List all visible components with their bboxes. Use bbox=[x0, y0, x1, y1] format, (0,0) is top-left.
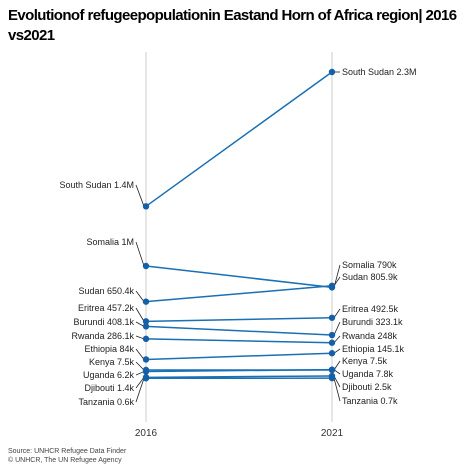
marker-2016-sudan bbox=[142, 298, 150, 305]
connector-2021-tanzania bbox=[333, 378, 341, 402]
label-2021-burundi: Burundi 323.1k bbox=[342, 317, 403, 327]
connector-2021-burundi bbox=[333, 321, 341, 336]
connector-2021-eritrea bbox=[333, 308, 341, 318]
connector-2016-south-sudan bbox=[135, 184, 145, 207]
label-2016-ethiopia: Ethiopia 84k bbox=[84, 344, 134, 354]
series-labels: South Sudan 1.4M South Sudan 2.3M Somalia … bbox=[59, 67, 416, 407]
label-connectors bbox=[135, 71, 341, 403]
footer: Source: UNHCR Refugee Data Finder © UNHC… bbox=[8, 447, 126, 465]
connector-2016-ethiopia bbox=[135, 348, 145, 360]
marker-2016-tanzania bbox=[142, 375, 150, 382]
marker-2021-south-sudan bbox=[328, 68, 336, 76]
connector-2016-burundi bbox=[135, 321, 145, 327]
marker-2016-ethiopia bbox=[142, 356, 150, 363]
label-2021-djibouti: Djibouti 2.5k bbox=[342, 382, 392, 392]
copyright-note: © UNHCR, The UN Refugee Agency bbox=[8, 457, 122, 464]
label-2021-eritrea: Eritrea 492.5k bbox=[342, 304, 399, 314]
label-2021-somalia: Somalia 790k bbox=[342, 260, 397, 270]
series-line-ethiopia bbox=[145, 352, 333, 361]
label-2016-tanzania: Tanzania 0.6k bbox=[78, 397, 134, 407]
connector-2021-kenya bbox=[333, 360, 341, 371]
label-2016-rwanda: Rwanda 286.1k bbox=[71, 331, 134, 341]
connector-2021-rwanda bbox=[333, 335, 341, 343]
label-2016-somalia: Somalia 1M bbox=[86, 237, 134, 247]
connector-2016-tanzania bbox=[135, 378, 145, 403]
marker-2021-uganda bbox=[328, 366, 336, 373]
marker-2016-rwanda bbox=[142, 335, 150, 343]
marker-2016-south-sudan bbox=[142, 203, 150, 210]
label-2021-rwanda: Rwanda 248k bbox=[342, 331, 398, 341]
connector-2016-rwanda bbox=[135, 335, 145, 340]
label-2016-kenya: Kenya 7.5k bbox=[89, 357, 135, 367]
connector-2016-eritrea bbox=[135, 307, 145, 322]
marker-2021-eritrea bbox=[328, 314, 336, 321]
label-2016-uganda: Uganda 6.2k bbox=[83, 370, 135, 380]
series-line-rwanda bbox=[145, 338, 333, 344]
label-2021-south-sudan: South Sudan 2.3M bbox=[342, 67, 417, 77]
marker-2021-rwanda bbox=[328, 339, 336, 346]
connector-2016-kenya bbox=[135, 361, 145, 371]
label-2016-south-sudan: South Sudan 1.4M bbox=[59, 180, 134, 190]
x-tick-2021: 2021 bbox=[321, 428, 344, 439]
connector-2016-somalia bbox=[135, 241, 145, 267]
series-markers bbox=[142, 68, 336, 382]
series-lines bbox=[145, 71, 333, 380]
label-2016-djibouti: Djibouti 1.4k bbox=[84, 383, 134, 393]
series-line-sudan bbox=[145, 285, 333, 303]
label-2016-eritrea: Eritrea 457.2k bbox=[78, 303, 135, 313]
label-2021-sudan: Sudan 805.9k bbox=[342, 272, 398, 282]
label-2021-uganda: Uganda 7.8k bbox=[342, 369, 394, 379]
series-line-djibouti bbox=[145, 375, 333, 379]
label-2021-ethiopia: Ethiopia 145.1k bbox=[342, 344, 405, 354]
series-line-south-sudan bbox=[145, 71, 333, 207]
marker-2021-ethiopia bbox=[328, 350, 336, 357]
x-tick-2016: 2016 bbox=[135, 428, 158, 439]
marker-2016-somalia bbox=[142, 262, 150, 270]
marker-2021-sudan bbox=[328, 282, 336, 289]
chart-title: Evolutionof refugeepopulationin Eastand … bbox=[8, 7, 457, 44]
connector-2016-sudan bbox=[135, 290, 145, 302]
label-2016-sudan: Sudan 650.4k bbox=[78, 286, 134, 296]
source-note: Source: UNHCR Refugee Data Finder bbox=[8, 448, 127, 455]
marker-2016-burundi bbox=[142, 323, 150, 330]
label-2016-burundi: Burundi 408.1k bbox=[73, 317, 134, 327]
series-line-uganda bbox=[145, 368, 333, 373]
series-line-somalia bbox=[145, 265, 333, 289]
series-line-eritrea bbox=[145, 317, 333, 323]
marker-2016-eritrea bbox=[142, 318, 150, 325]
marker-2021-burundi bbox=[328, 331, 336, 339]
label-2021-tanzania: Tanzania 0.7k bbox=[342, 396, 398, 406]
marker-2016-uganda bbox=[142, 368, 150, 375]
connector-2016-uganda bbox=[135, 371, 145, 376]
series-line-burundi bbox=[145, 325, 333, 336]
connector-2016-djibouti bbox=[135, 377, 145, 389]
connector-2021-sudan bbox=[333, 276, 341, 287]
marker-2021-tanzania bbox=[328, 374, 336, 382]
label-2021-kenya: Kenya 7.5k bbox=[342, 356, 388, 366]
